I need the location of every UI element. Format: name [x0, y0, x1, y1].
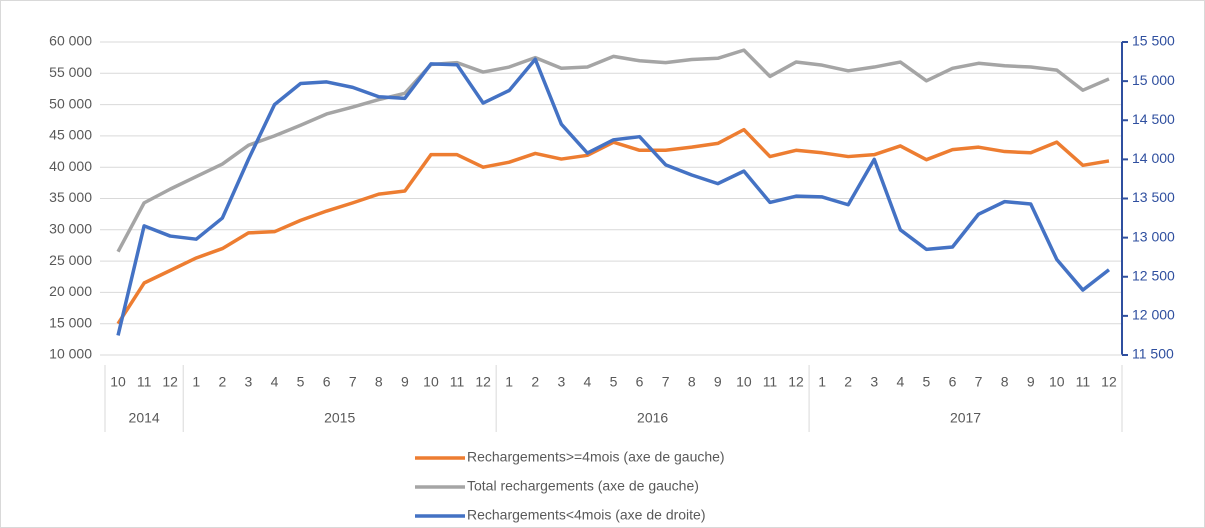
- year-label: 2015: [324, 410, 355, 426]
- x-tick-label: 1: [505, 374, 513, 390]
- series-line: [116, 48, 1110, 253]
- x-tick-label: 4: [896, 374, 904, 390]
- y2-tick-label: 11 500: [1132, 346, 1174, 362]
- x-tick-label: 9: [714, 374, 722, 390]
- y-tick-label: 45 000: [49, 127, 92, 143]
- x-tick-label: 5: [923, 374, 931, 390]
- x-tick-label: 7: [662, 374, 670, 390]
- x-tick-label: 2: [844, 374, 852, 390]
- y2-tick-label: 13 500: [1132, 189, 1175, 205]
- y2-tick-label: 12 000: [1132, 307, 1175, 323]
- y-tick-label: 30 000: [49, 221, 92, 237]
- x-tick-label: 12: [162, 374, 178, 390]
- y-tick-label: 25 000: [49, 252, 92, 268]
- y2-tick-label: 13 000: [1132, 228, 1175, 244]
- x-tick-label: 5: [610, 374, 618, 390]
- x-tick-label: 4: [271, 374, 279, 390]
- x-tick-label: 11: [137, 374, 152, 390]
- x-tick-label: 3: [557, 374, 565, 390]
- y2-tick-label: 14 500: [1132, 111, 1175, 127]
- y2-tick-label: 15 500: [1132, 33, 1175, 49]
- x-tick-label: 2: [218, 374, 226, 390]
- x-tick-label: 5: [297, 374, 305, 390]
- series-line: [116, 127, 1110, 325]
- series-line: [116, 57, 1111, 336]
- x-tick-label: 12: [475, 374, 491, 390]
- x-tick-label: 1: [818, 374, 826, 390]
- year-label: 2017: [950, 410, 981, 426]
- x-tick-label: 6: [949, 374, 957, 390]
- legend-label: Rechargements>=4mois (axe de gauche): [467, 449, 725, 465]
- y2-tick-label: 12 500: [1132, 267, 1175, 283]
- x-tick-label: 1: [192, 374, 200, 390]
- legend-label: Total rechargements (axe de gauche): [467, 478, 699, 494]
- x-tick-label: 11: [1076, 374, 1091, 390]
- x-tick-label: 6: [323, 374, 331, 390]
- x-tick-label: 7: [349, 374, 357, 390]
- y-tick-label: 10 000: [49, 346, 92, 362]
- x-tick-label: 10: [110, 374, 126, 390]
- x-tick-label: 3: [870, 374, 878, 390]
- y-tick-label: 35 000: [49, 189, 92, 205]
- legend-label: Rechargements<4mois (axe de droite): [467, 507, 706, 523]
- year-label: 2016: [637, 410, 668, 426]
- x-tick-label: 10: [1049, 374, 1065, 390]
- x-tick-label: 8: [375, 374, 383, 390]
- x-tick-label: 3: [245, 374, 253, 390]
- x-tick-label: 11: [450, 374, 465, 390]
- y2-tick-label: 14 000: [1132, 150, 1175, 166]
- x-tick-label: 9: [401, 374, 409, 390]
- x-tick-label: 2: [531, 374, 539, 390]
- y-tick-label: 15 000: [49, 314, 92, 330]
- x-tick-label: 10: [736, 374, 752, 390]
- y-tick-label: 60 000: [49, 33, 92, 49]
- x-tick-label: 8: [688, 374, 696, 390]
- x-tick-label: 12: [788, 374, 804, 390]
- y-tick-label: 50 000: [49, 95, 92, 111]
- y-tick-label: 40 000: [49, 158, 92, 174]
- y2-tick-label: 15 000: [1132, 72, 1175, 88]
- y-tick-label: 55 000: [49, 64, 92, 80]
- year-label: 2014: [129, 410, 160, 426]
- y-tick-label: 20 000: [49, 283, 92, 299]
- x-tick-label: 8: [1001, 374, 1009, 390]
- x-tick-label: 4: [584, 374, 592, 390]
- x-tick-label: 9: [1027, 374, 1035, 390]
- x-tick-label: 11: [763, 374, 778, 390]
- x-tick-label: 12: [1101, 374, 1117, 390]
- x-tick-label: 6: [636, 374, 644, 390]
- x-tick-label: 7: [975, 374, 983, 390]
- x-tick-label: 10: [423, 374, 439, 390]
